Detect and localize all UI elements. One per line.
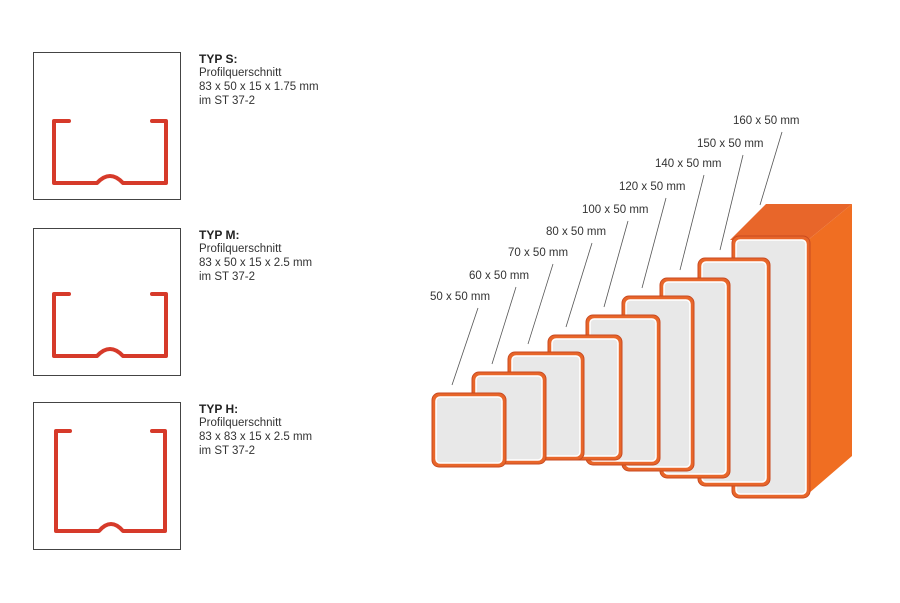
profile-typ-s-material: im ST 37-2 — [199, 95, 256, 107]
size-leader-line-3 — [527, 263, 554, 345]
profile-typ-h-shape — [54, 429, 167, 533]
profile-typ-h-material: im ST 37-2 — [199, 445, 256, 457]
size-leader-line-6 — [641, 197, 667, 289]
size-leader-line-4 — [565, 242, 593, 328]
profile-typ-s-dimensions: 83 x 50 x 15 x 1.75 mm — [199, 81, 319, 93]
profile-typ-s-title: TYP S: — [199, 52, 238, 66]
profile-typ-s-drawing — [33, 52, 181, 200]
block-top-face — [730, 204, 852, 240]
profile-typ-m-spec: TYP M: Profilquerschnitt 83 x 50 x 15 x … — [199, 228, 312, 284]
profile-typ-s-line1: Profilquerschnitt — [199, 67, 282, 79]
profile-typ-m-drawing — [33, 228, 181, 376]
profile-typ-h-spec: TYP H: Profilquerschnitt 83 x 83 x 15 x … — [199, 402, 312, 458]
size-label-1: 50 x 50 mm — [430, 291, 490, 303]
block-side-face — [808, 204, 852, 494]
profile-typ-h-drawing — [33, 402, 181, 550]
profile-typ-m-shape — [52, 292, 168, 358]
size-label-6: 120 x 50 mm — [619, 181, 685, 193]
size-label-9: 160 x 50 mm — [733, 115, 799, 127]
profile-typ-h-line1: Profilquerschnitt — [199, 417, 282, 429]
size-label-3: 70 x 50 mm — [508, 247, 568, 259]
profile-typ-s-shape — [52, 119, 168, 185]
profile-typ-h-title: TYP H: — [199, 402, 239, 416]
size-leader-line-2 — [491, 286, 517, 365]
profile-typ-s-spec: TYP S: Profilquerschnitt 83 x 50 x 15 x … — [199, 52, 319, 108]
size-leader-line-5 — [603, 220, 629, 308]
size-label-2: 60 x 50 mm — [469, 270, 529, 282]
size-leader-line-8 — [719, 154, 744, 251]
section-1-face — [435, 396, 503, 464]
size-label-5: 100 x 50 mm — [582, 204, 648, 216]
profile-typ-m-material: im ST 37-2 — [199, 271, 256, 283]
size-label-7: 140 x 50 mm — [655, 158, 721, 170]
profile-typ-m-title: TYP M: — [199, 228, 240, 242]
size-label-8: 150 x 50 mm — [697, 138, 763, 150]
profile-typ-h-dimensions: 83 x 83 x 15 x 2.5 mm — [199, 431, 313, 443]
size-leader-line-1 — [451, 307, 479, 386]
profile-typ-m-line1: Profilquerschnitt — [199, 243, 282, 255]
size-leader-line-9 — [759, 131, 783, 206]
profile-typ-m-dimensions: 83 x 50 x 15 x 2.5 mm — [199, 257, 313, 269]
size-label-4: 80 x 50 mm — [546, 226, 606, 238]
size-leader-line-7 — [679, 174, 705, 271]
